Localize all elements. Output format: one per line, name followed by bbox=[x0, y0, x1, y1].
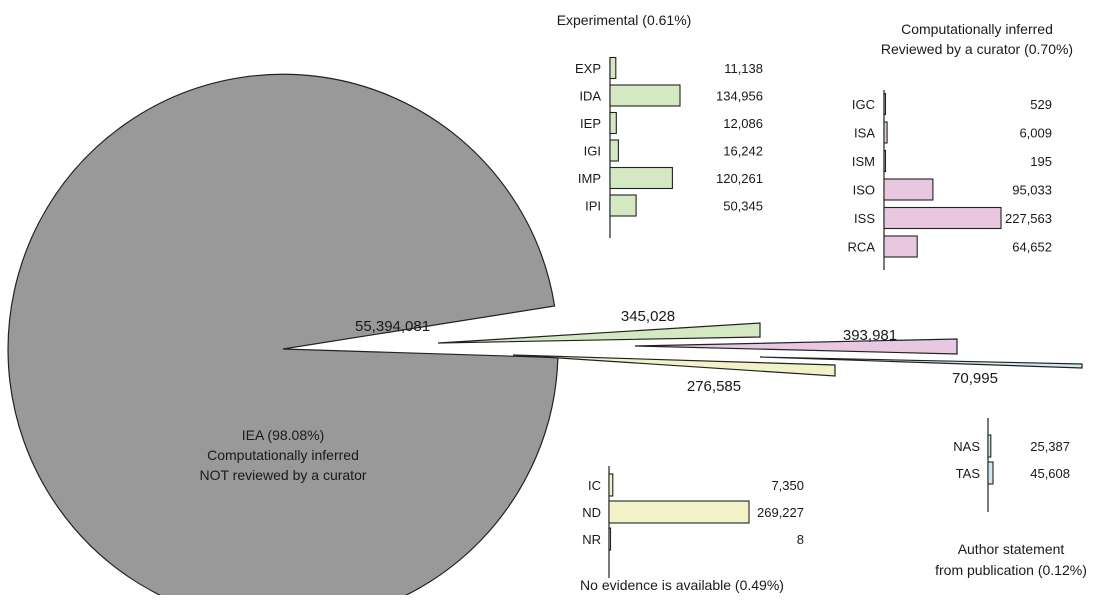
bar-nas bbox=[988, 435, 991, 457]
bar-group-computational: Computationally inferred Reviewed by a cu… bbox=[848, 21, 1074, 270]
bar-imp bbox=[610, 168, 672, 189]
bar-value-rca: 64,652 bbox=[1012, 240, 1052, 255]
bar-value-tas: 45,608 bbox=[1030, 466, 1070, 481]
bar-code-exp: EXP bbox=[575, 61, 601, 76]
bar-code-igi: IGI bbox=[584, 144, 601, 159]
pie-slice-iea bbox=[8, 74, 558, 595]
pie-value-computational-reviewed: 393,981 bbox=[843, 327, 897, 344]
bar-iep bbox=[610, 113, 616, 134]
bar-value-iso: 95,033 bbox=[1012, 183, 1052, 198]
bar-group-caption: Reviewed by a curator (0.70%) bbox=[881, 41, 1073, 57]
bar-group-caption: Experimental (0.61%) bbox=[557, 12, 692, 28]
bar-ipi bbox=[610, 195, 636, 216]
bar-rca bbox=[884, 236, 917, 257]
bar-igi bbox=[610, 140, 618, 161]
bar-value-igc: 529 bbox=[1030, 97, 1052, 112]
bar-iso bbox=[884, 179, 933, 200]
bar-code-nr: NR bbox=[582, 532, 601, 547]
pie-value-author-statement: 70,995 bbox=[952, 370, 998, 387]
bar-group-experimental: Experimental (0.61%) EXP 11,138 IDA 134,956 I… bbox=[557, 12, 763, 238]
bar-group-caption: Author statement bbox=[958, 541, 1065, 557]
pie-center-label-line: NOT reviewed by a curator bbox=[199, 467, 366, 483]
bar-exp bbox=[610, 58, 616, 79]
bar-iss bbox=[884, 208, 1001, 229]
bar-value-imp: 120,261 bbox=[716, 171, 763, 186]
bar-ism bbox=[884, 151, 886, 172]
bar-tas bbox=[988, 462, 993, 484]
pie-value-experimental: 345,028 bbox=[621, 308, 675, 325]
bar-value-nas: 25,387 bbox=[1030, 439, 1070, 454]
bar-value-ism: 195 bbox=[1030, 154, 1052, 169]
bar-code-ida: IDA bbox=[579, 89, 601, 104]
bar-code-iep: IEP bbox=[580, 116, 601, 131]
bar-code-ism: ISM bbox=[852, 154, 875, 169]
pie-center-label-line: Computationally inferred bbox=[207, 447, 359, 463]
bar-value-ida: 134,956 bbox=[716, 89, 763, 104]
bar-isa bbox=[884, 122, 887, 143]
bar-value-ipi: 50,345 bbox=[723, 199, 763, 214]
bar-nr bbox=[609, 528, 611, 550]
bar-ic bbox=[609, 474, 613, 496]
bar-code-imp: IMP bbox=[578, 171, 601, 186]
bar-igc bbox=[884, 94, 886, 115]
bar-value-iep: 12,086 bbox=[723, 116, 763, 131]
bar-code-ic: IC bbox=[588, 478, 601, 493]
bar-code-iss: ISS bbox=[854, 211, 875, 226]
bar-ida bbox=[610, 85, 680, 106]
bar-group-caption: from publication (0.12%) bbox=[935, 562, 1087, 578]
bar-code-rca: RCA bbox=[848, 240, 876, 255]
bar-group-no-evidence: No evidence is available (0.49%) IC 7,350 N… bbox=[580, 466, 804, 593]
bar-code-nas: NAS bbox=[953, 439, 980, 454]
bar-group-caption: Computationally inferred bbox=[901, 21, 1053, 37]
bar-value-nd: 269,227 bbox=[757, 505, 804, 520]
bar-nd bbox=[609, 501, 749, 523]
bar-value-iss: 227,563 bbox=[1005, 211, 1052, 226]
bar-value-isa: 6,009 bbox=[1019, 126, 1052, 141]
pie-center-label-line: IEA (98.08%) bbox=[242, 427, 325, 443]
bar-code-tas: TAS bbox=[956, 466, 981, 481]
bar-value-ic: 7,350 bbox=[771, 478, 804, 493]
pie-slice-experimental bbox=[438, 323, 760, 343]
bar-group-author: Author statement from publication (0.12%)… bbox=[935, 418, 1087, 578]
bar-value-nr: 8 bbox=[797, 532, 804, 547]
bar-value-igi: 16,242 bbox=[723, 144, 763, 159]
bar-code-iso: ISO bbox=[853, 183, 875, 198]
bar-code-igc: IGC bbox=[852, 97, 875, 112]
bar-value-exp: 11,138 bbox=[724, 61, 763, 76]
pie-slice-computational-reviewed bbox=[635, 339, 957, 354]
bar-code-isa: ISA bbox=[854, 126, 875, 141]
pie-value-iea: 55,394,081 bbox=[355, 318, 430, 335]
bar-group-caption: No evidence is available (0.49%) bbox=[580, 577, 784, 593]
bar-code-ipi: IPI bbox=[585, 199, 601, 214]
bar-code-nd: ND bbox=[582, 505, 601, 520]
pie-value-no-evidence: 276,585 bbox=[687, 378, 741, 395]
